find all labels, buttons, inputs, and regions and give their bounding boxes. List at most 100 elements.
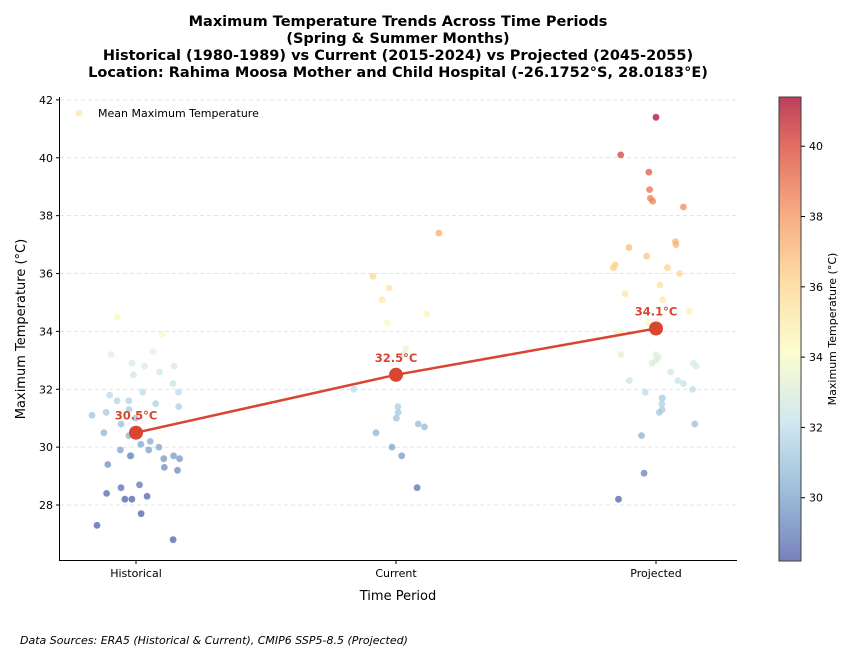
data-point <box>136 481 143 489</box>
title-line-4: Location: Rahima Moosa Mother and Child … <box>88 65 708 81</box>
data-point <box>398 452 406 460</box>
data-point <box>174 466 181 474</box>
data-point <box>388 443 396 451</box>
scatter-points <box>88 113 700 544</box>
data-point <box>616 328 623 335</box>
data-point <box>143 492 151 500</box>
data-point <box>378 296 386 303</box>
data-point <box>104 461 112 468</box>
data-point <box>646 186 653 194</box>
y-tick-label: 32 <box>39 383 53 396</box>
mean-marker <box>649 321 663 336</box>
data-point <box>658 406 666 413</box>
y-axis-label: Maximum Temperature (°C) <box>14 239 29 419</box>
data-point <box>369 273 377 280</box>
data-point <box>659 296 666 303</box>
legend-marker <box>75 109 83 117</box>
data-point <box>145 446 153 454</box>
data-point <box>423 310 431 318</box>
data-point <box>691 420 699 428</box>
data-point <box>617 151 625 159</box>
legend: Mean Maximum Temperature <box>75 107 259 120</box>
data-point <box>617 351 625 358</box>
data-point <box>160 464 168 471</box>
data-point <box>690 359 697 367</box>
y-tick-label: 30 <box>39 441 53 454</box>
data-point <box>117 420 125 428</box>
data-point <box>113 397 121 405</box>
title-line-3: Historical (1980-1989) vs Current (2015-… <box>103 48 693 64</box>
data-point <box>656 281 664 289</box>
data-point <box>126 452 134 460</box>
data-point <box>125 406 133 413</box>
data-point <box>155 443 163 451</box>
data-point <box>102 409 110 416</box>
data-point <box>100 429 108 437</box>
data-point <box>175 388 182 396</box>
data-point <box>169 536 177 544</box>
y-tick-label: 28 <box>39 499 53 512</box>
title-line-1: Maximum Temperature Trends Across Time P… <box>189 14 608 30</box>
x-tick-label: Current <box>375 567 417 580</box>
data-point <box>625 244 633 251</box>
data-point <box>680 380 687 387</box>
x-axis-label: Time Period <box>359 589 436 604</box>
plot-frame-left <box>59 97 60 561</box>
data-point <box>638 432 645 439</box>
data-point <box>626 377 633 384</box>
colorbar-tick-label: 34 <box>809 351 823 364</box>
data-point <box>156 368 164 376</box>
colorbar-tick-label: 38 <box>809 211 823 224</box>
data-point <box>611 261 619 269</box>
data-point <box>385 284 393 292</box>
mean-marker <box>129 425 143 440</box>
colorbar-gradient <box>778 96 802 562</box>
data-point <box>160 455 168 463</box>
data-point <box>137 440 145 448</box>
colorbar-ticks: 30 32 34 36 38 40 <box>801 140 823 505</box>
y-axis: 28 30 32 34 36 38 40 42 <box>39 94 60 512</box>
data-point <box>658 400 666 408</box>
data-point <box>350 385 358 393</box>
data-point <box>676 270 683 277</box>
y-tick-label: 34 <box>39 325 53 338</box>
data-point <box>615 495 622 503</box>
data-point <box>149 348 157 356</box>
colorbar: 30 32 34 36 38 40 Maximum Temperature (°C) <box>778 96 839 562</box>
data-point <box>383 319 391 327</box>
data-point <box>372 429 380 437</box>
data-point <box>641 388 649 396</box>
data-point <box>658 394 666 402</box>
data-point <box>394 403 402 410</box>
y-gridlines <box>60 99 736 506</box>
data-point <box>652 113 660 121</box>
data-point <box>121 495 129 503</box>
data-point <box>170 362 178 370</box>
data-point <box>93 521 101 529</box>
data-point <box>169 380 177 387</box>
data-point <box>689 385 696 393</box>
y-tick-label: 42 <box>39 94 53 107</box>
x-tick-label: Projected <box>630 567 681 580</box>
chart-title: Maximum Temperature Trends Across Time P… <box>88 14 708 81</box>
x-axis: Historical Current Projected <box>110 560 682 580</box>
data-point <box>139 388 147 396</box>
data-point <box>88 411 96 419</box>
data-point <box>170 452 178 460</box>
data-point <box>621 290 629 298</box>
colorbar-tick-label: 36 <box>809 281 823 294</box>
data-point <box>128 495 136 503</box>
data-point <box>680 203 687 211</box>
data-point <box>125 397 133 405</box>
data-point <box>421 423 428 431</box>
data-sources-note: Data Sources: ERA5 (Historical & Current… <box>20 634 408 647</box>
data-point <box>667 368 674 376</box>
legend-label: Mean Maximum Temperature <box>98 107 259 120</box>
data-point <box>146 438 154 445</box>
data-point <box>414 420 422 428</box>
mean-value-label: 30.5°C <box>115 409 158 423</box>
data-point <box>128 359 136 367</box>
data-point <box>672 238 679 246</box>
data-point <box>117 484 125 492</box>
